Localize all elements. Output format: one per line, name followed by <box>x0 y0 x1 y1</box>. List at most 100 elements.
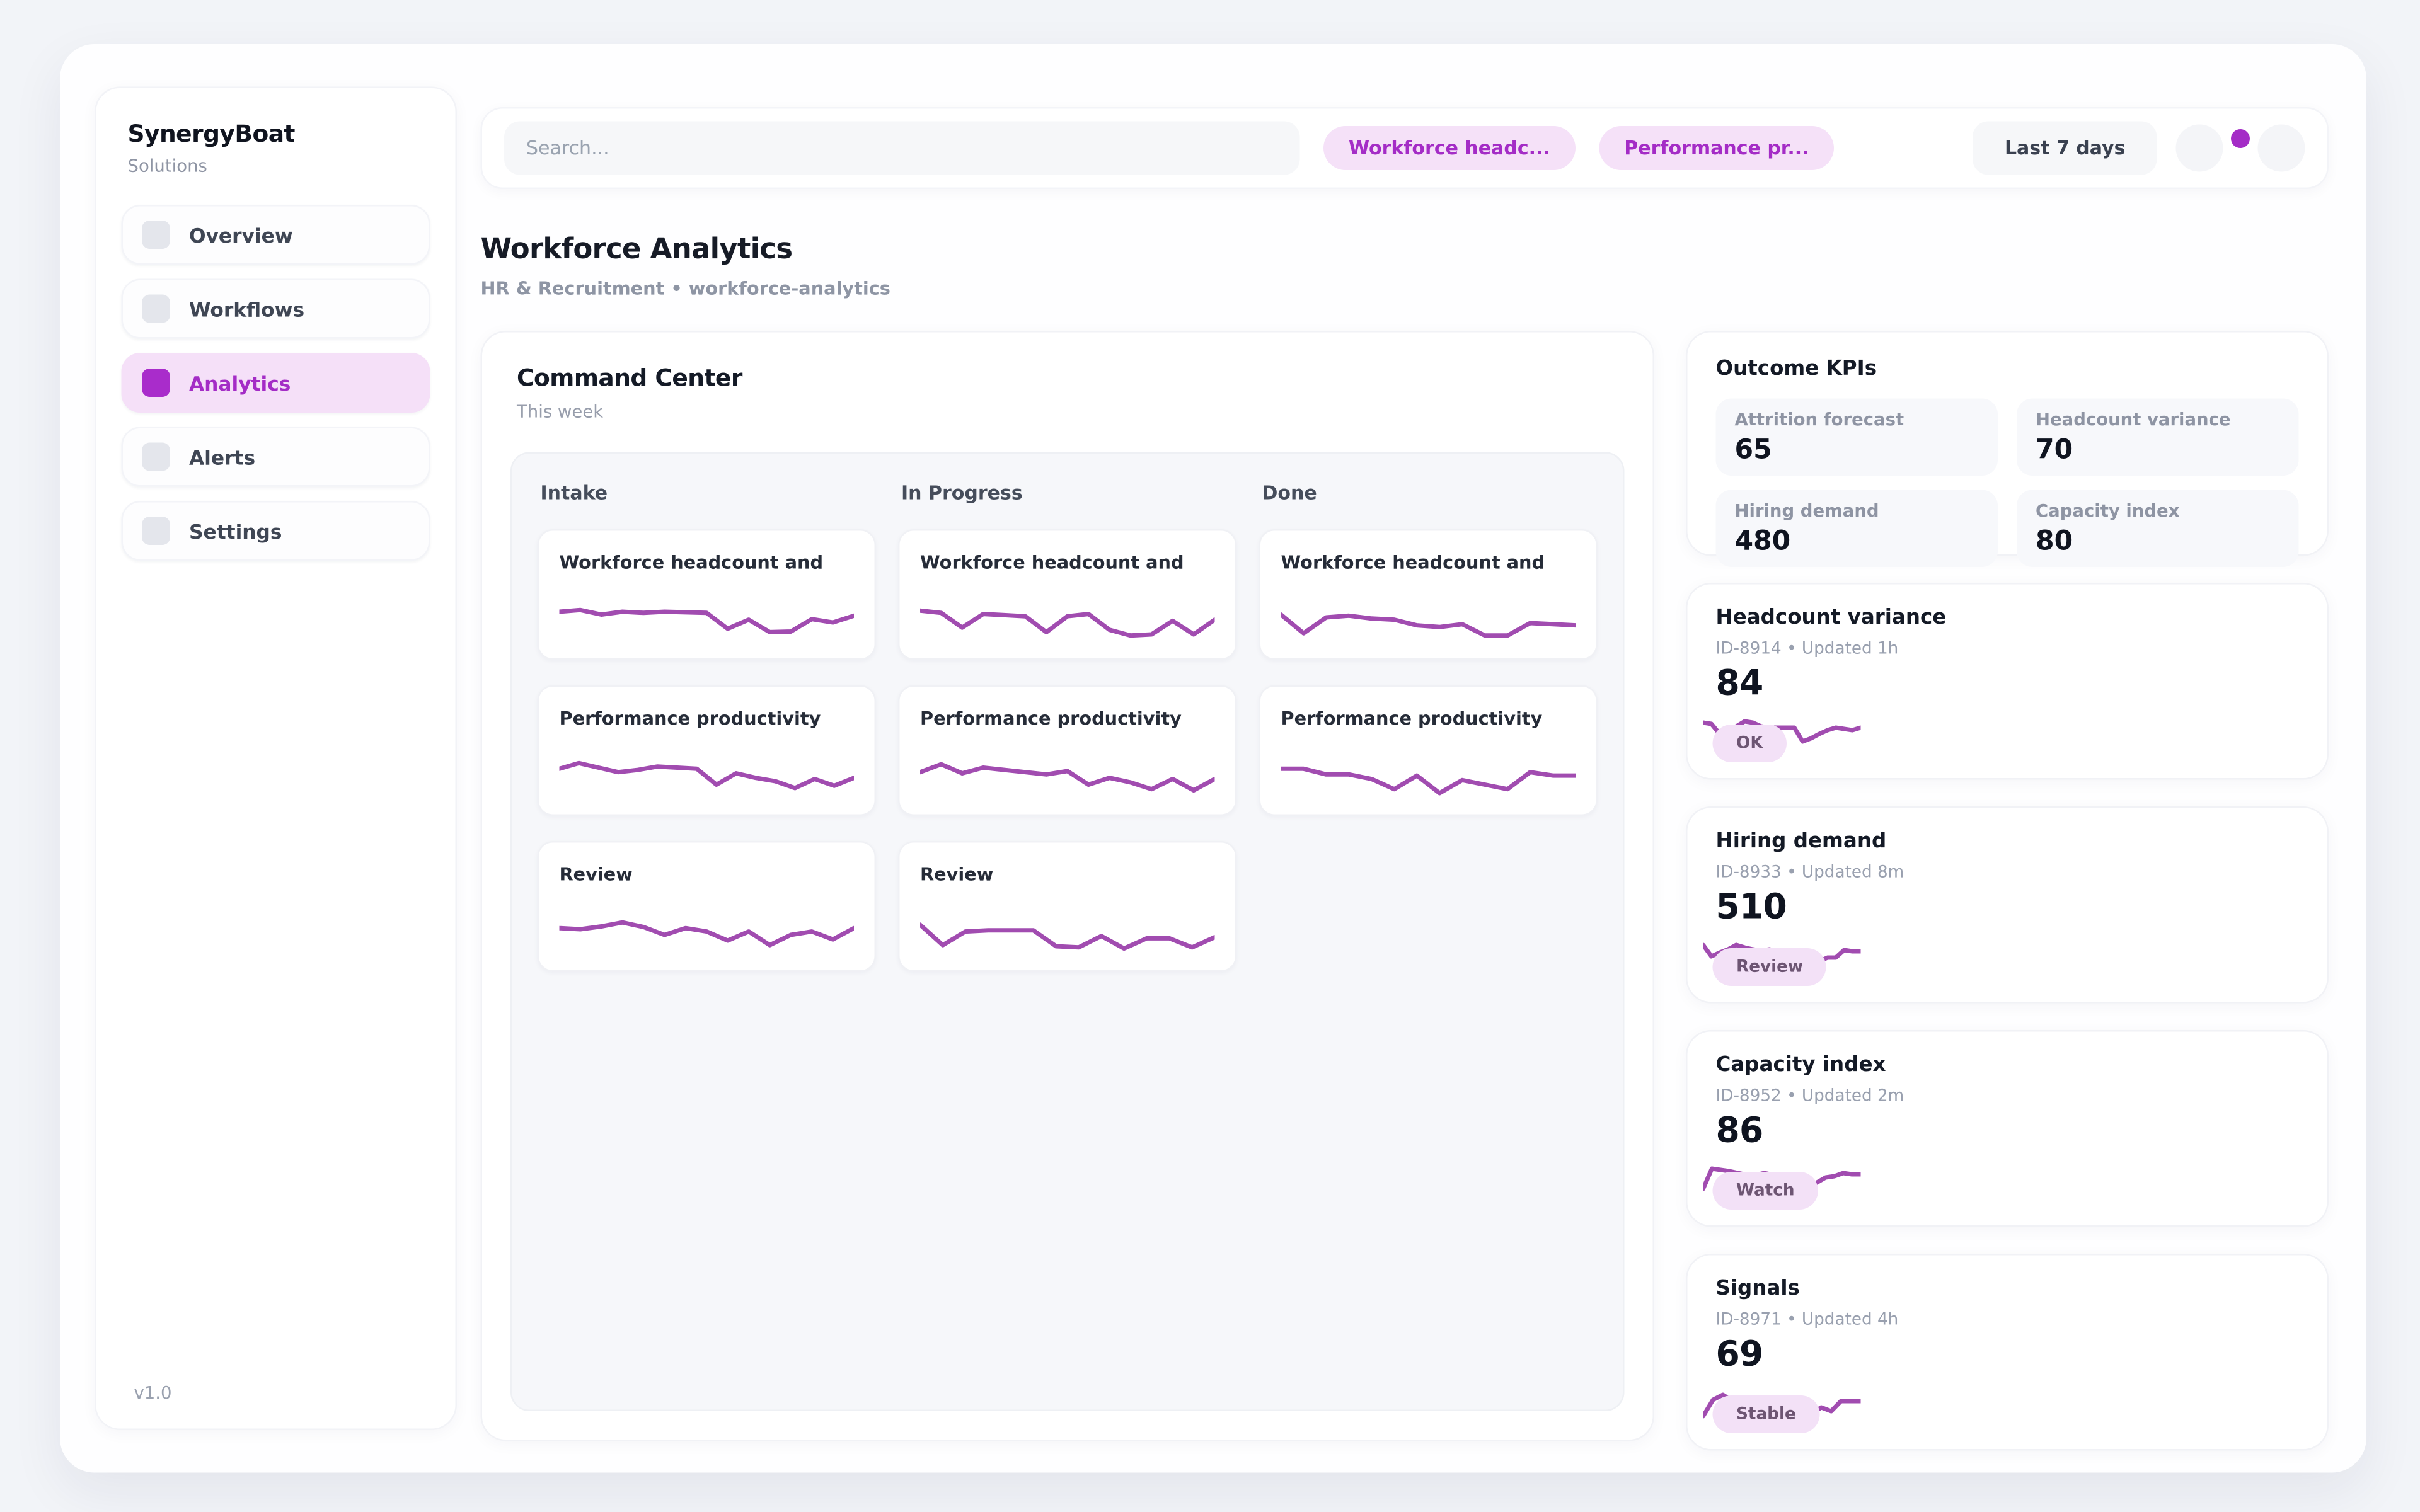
kanban-card-title: Performance productivity <box>920 707 1182 730</box>
metric-card-hiring-demand[interactable]: Hiring demand ID-8933 • Updated 8m 510 R… <box>1686 806 2329 1004</box>
metric-title: Headcount variance <box>1715 606 1947 631</box>
metric-meta: ID-8952 • Updated 2m <box>1715 1087 1904 1106</box>
kanban-card[interactable]: Workforce headcount and <box>898 529 1237 660</box>
kanban-card-title: Workforce headcount and <box>559 551 824 573</box>
alerts-icon <box>142 442 170 471</box>
metric-title: Capacity index <box>1715 1053 1886 1078</box>
status-badge: Review <box>1712 948 1827 986</box>
kpi-value: 80 <box>2036 526 2073 558</box>
metric-meta: ID-8933 • Updated 8m <box>1715 863 1904 882</box>
analytics-icon <box>142 369 170 397</box>
command-center-subtitle: This week <box>517 401 604 423</box>
kanban-card[interactable]: Review <box>537 841 876 972</box>
metric-value: 84 <box>1715 665 1764 704</box>
kanban-card[interactable]: Performance productivity <box>1259 685 1598 816</box>
kpi-value: 65 <box>1734 435 1772 466</box>
kpi-attrition-forecast: Attrition forecast 65 <box>1715 398 1998 476</box>
sidebar: SynergyBoat Solutions Overview Workflows… <box>95 86 457 1430</box>
column-title: Intake <box>540 482 608 504</box>
brand-name: SynergyBoat <box>127 120 296 148</box>
metric-card-headcount-variance[interactable]: Headcount variance ID-8914 • Updated 1h … <box>1686 583 2329 780</box>
kanban-board: Intake Workforce headcount and Performan… <box>510 452 1625 1411</box>
topbar: Workforce headc... Performance pr... Las… <box>480 107 2329 189</box>
filter-chip-performance[interactable]: Performance pr... <box>1599 126 1835 170</box>
command-center-title: Command Center <box>517 364 742 392</box>
kpi-label: Attrition forecast <box>1734 410 1904 430</box>
column-title: In Progress <box>901 482 1023 504</box>
kanban-card-title: Workforce headcount and <box>920 551 1184 573</box>
kanban-column-in-progress: In Progress Workforce headcount and Perf… <box>898 479 1237 1385</box>
kpi-label: Headcount variance <box>2036 410 2231 430</box>
sidebar-item-label: Overview <box>189 222 293 247</box>
search-input[interactable] <box>504 121 1300 175</box>
sparkline <box>920 745 1215 802</box>
kanban-card-title: Performance productivity <box>1281 707 1543 730</box>
sidebar-item-overview[interactable]: Overview <box>121 205 430 265</box>
metric-meta: ID-8971 • Updated 4h <box>1715 1310 1899 1329</box>
kanban-card-title: Review <box>920 863 994 885</box>
sparkline <box>1281 745 1576 802</box>
sparkline <box>1281 589 1576 646</box>
column-title: Done <box>1262 482 1317 504</box>
kpi-hiring-demand: Hiring demand 480 <box>1715 490 1998 567</box>
sidebar-item-workflows[interactable]: Workflows <box>121 278 430 339</box>
sparkline <box>920 589 1215 646</box>
sparkline <box>560 589 855 646</box>
kanban-column-done: Done Workforce headcount and Performance… <box>1259 479 1598 1385</box>
status-badge: Stable <box>1712 1395 1820 1433</box>
status-badge: OK <box>1712 724 1787 762</box>
sidebar-item-label: Settings <box>189 518 282 543</box>
kanban-card-title: Workforce headcount and <box>1281 551 1545 573</box>
kpi-label: Capacity index <box>2036 501 2180 522</box>
kpi-value: 480 <box>1734 526 1791 558</box>
command-center-card: Command Center This week Intake Workforc… <box>480 331 1654 1441</box>
sidebar-item-settings[interactable]: Settings <box>121 501 430 561</box>
date-range-button[interactable]: Last 7 days <box>1973 121 2157 175</box>
sparkline <box>560 901 855 958</box>
page-head: Workforce Analytics HR & Recruitment • w… <box>481 233 890 299</box>
workflows-icon <box>142 294 170 323</box>
sidebar-item-label: Workflows <box>189 297 305 321</box>
kanban-card[interactable]: Workforce headcount and <box>1259 529 1598 660</box>
metric-value: 510 <box>1715 888 1787 928</box>
sparkline <box>920 901 1215 958</box>
notification-dot-icon <box>2231 129 2250 148</box>
app-version: v1.0 <box>134 1383 172 1404</box>
page-title: Workforce Analytics <box>480 233 793 266</box>
metric-value: 69 <box>1715 1336 1764 1375</box>
topbar-actions <box>2175 124 2305 172</box>
outcome-kpis-title: Outcome KPIs <box>1715 357 1877 382</box>
app-canvas: SynergyBoat Solutions Overview Workflows… <box>60 44 2366 1473</box>
filter-chip-workforce[interactable]: Workforce headc... <box>1323 126 1576 170</box>
metric-title: Signals <box>1715 1277 1800 1302</box>
kanban-card-title: Review <box>559 863 633 885</box>
overview-icon <box>142 220 170 249</box>
metric-card-signals[interactable]: Signals ID-8971 • Updated 4h 69 Stable <box>1686 1254 2329 1451</box>
outcome-kpis-card: Outcome KPIs Attrition forecast 65 Headc… <box>1686 331 2329 567</box>
kpi-label: Hiring demand <box>1734 501 1879 522</box>
kanban-card[interactable]: Performance productivity <box>898 685 1237 816</box>
metric-meta: ID-8914 • Updated 1h <box>1715 639 1899 658</box>
kanban-card[interactable]: Review <box>898 841 1237 972</box>
breadcrumb: HR & Recruitment • workforce-analytics <box>480 277 890 299</box>
kanban-card-title: Performance productivity <box>559 707 821 730</box>
sparkline <box>560 745 855 802</box>
kpi-grid: Attrition forecast 65 Headcount variance… <box>1715 398 2299 567</box>
brand-subtitle: Solutions <box>127 156 207 177</box>
metric-card-capacity-index[interactable]: Capacity index ID-8952 • Updated 2m 86 W… <box>1686 1030 2329 1227</box>
kanban-card[interactable]: Performance productivity <box>537 685 876 816</box>
kpi-capacity-index: Capacity index 80 <box>2017 490 2299 567</box>
sidebar-item-alerts[interactable]: Alerts <box>121 427 430 487</box>
metric-title: Hiring demand <box>1715 830 1887 854</box>
topbar-circle-button[interactable] <box>2175 124 2223 172</box>
sidebar-item-label: Alerts <box>189 445 256 469</box>
status-badge: Watch <box>1712 1172 1819 1210</box>
kanban-card[interactable]: Workforce headcount and <box>537 529 876 660</box>
metric-value: 86 <box>1715 1112 1764 1152</box>
kanban-column-intake: Intake Workforce headcount and Performan… <box>537 479 876 1385</box>
kpi-headcount-variance: Headcount variance 70 <box>2017 398 2299 476</box>
settings-icon <box>142 517 170 545</box>
avatar[interactable] <box>2257 124 2305 172</box>
sidebar-item-analytics[interactable]: Analytics <box>121 353 430 413</box>
